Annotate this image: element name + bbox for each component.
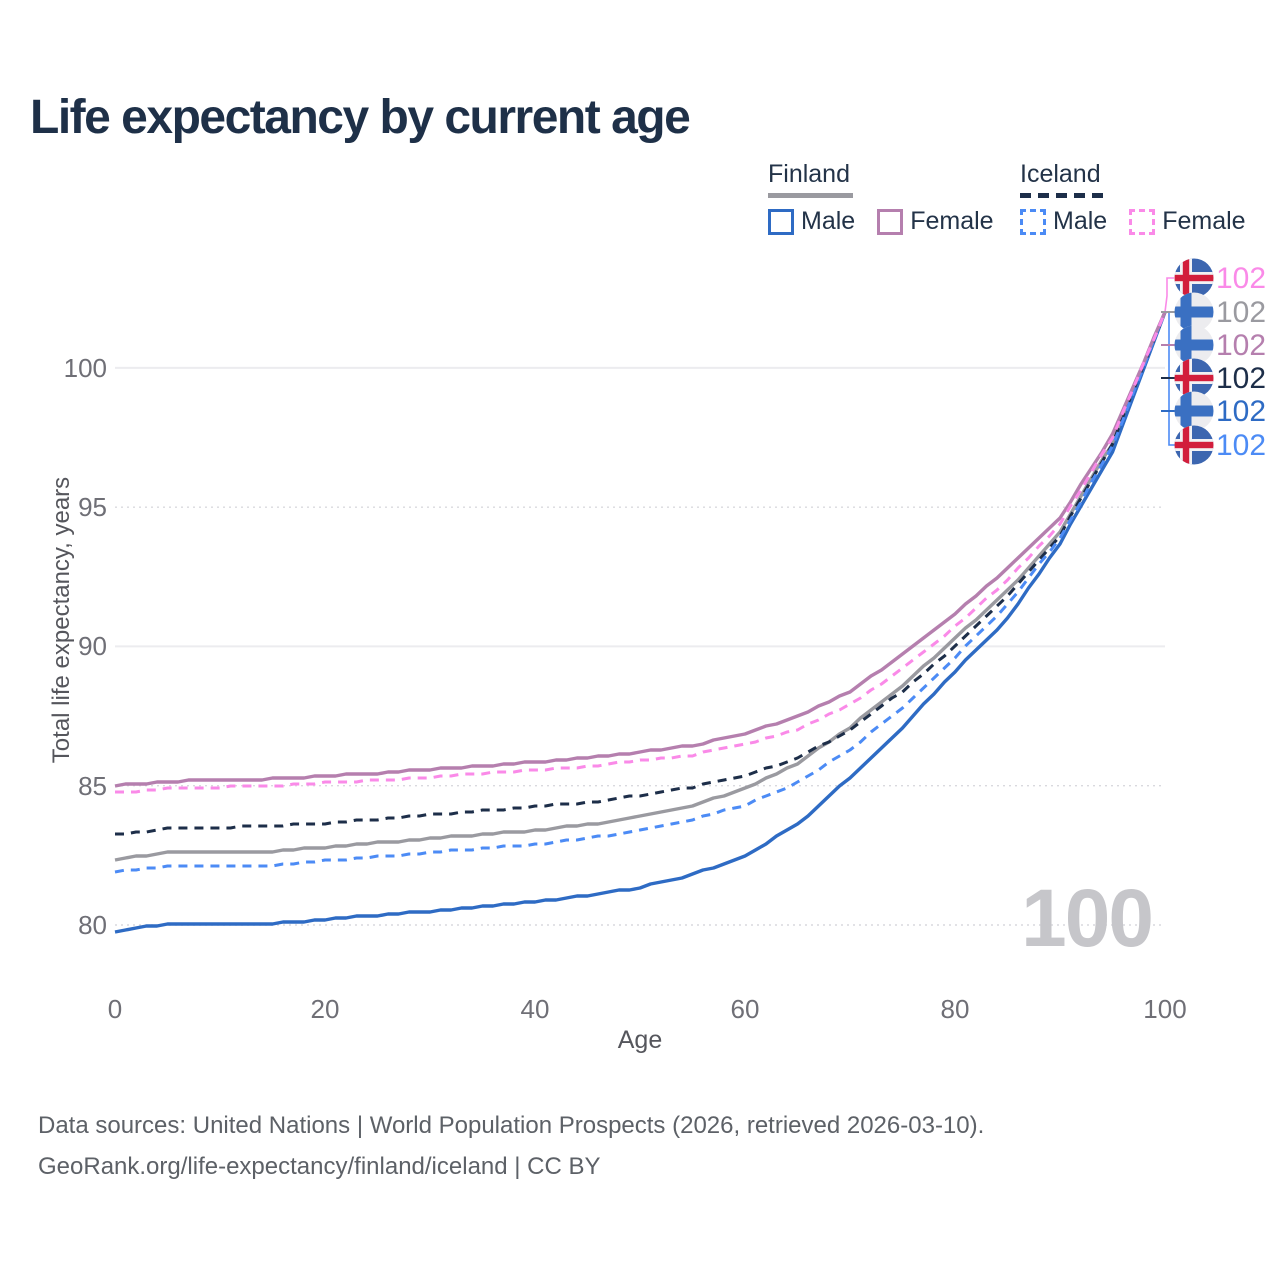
iceland-male-swatch-icon — [1020, 208, 1046, 235]
series-line-finland-male — [114, 311, 1167, 934]
page-title: Life expectancy by current age — [30, 91, 691, 144]
finland-flag-icon — [1174, 292, 1214, 332]
y-tick-label: 85 — [78, 770, 107, 801]
source-url-text: GeoRank.org/life-expectancy/finland/icel… — [38, 1152, 601, 1180]
finland-flag-icon — [1174, 325, 1214, 365]
finland-flag-icon — [1174, 391, 1214, 431]
finland-male-swatch-icon — [768, 208, 794, 235]
finland-female-swatch-icon — [877, 208, 904, 235]
y-tick-label: 95 — [78, 492, 107, 523]
legend-group-iceland: Iceland Male Female — [1020, 160, 1246, 236]
end-value-label-iceland-female: 102 — [1216, 262, 1267, 295]
y-tick-label: 100 — [63, 352, 107, 383]
finland-solid-line-swatch — [768, 193, 853, 198]
x-tick-label: 80 — [940, 994, 970, 1024]
legend-item-finland-female: Female — [877, 207, 994, 236]
iceland-flag-icon — [1174, 358, 1214, 398]
legend-item-iceland-male: Male — [1020, 207, 1107, 236]
iceland-female-swatch-icon — [1129, 208, 1156, 235]
x-axis-title: Age — [617, 1026, 663, 1054]
iceland-dashed-line-swatch — [1020, 193, 1105, 198]
end-value-label-iceland-both-sexes-: 102 — [1216, 362, 1267, 395]
series-line-iceland-both-sexes- — [115, 311, 1167, 836]
legend-item-iceland-female: Female — [1129, 207, 1246, 236]
x-tick-label: 100 — [1143, 994, 1187, 1024]
legend-item-label: Female — [1162, 207, 1246, 235]
series-line-finland-both-sexes- — [114, 311, 1167, 862]
legend-item-label: Female — [910, 207, 994, 235]
legend-country-label: Finland — [768, 160, 850, 188]
legend-item-label: Male — [1053, 207, 1108, 235]
legend-item-label: Male — [801, 207, 856, 235]
legend-country-iceland: Iceland — [1020, 160, 1246, 198]
x-tick-label: 20 — [310, 994, 340, 1024]
y-tick-label: 80 — [78, 910, 107, 940]
end-value-label-finland-male: 102 — [1216, 395, 1267, 428]
x-tick-label: 0 — [107, 994, 123, 1024]
legend-country-finland: Finland — [768, 160, 994, 198]
series-line-iceland-male — [114, 311, 1167, 874]
attribution-footer: Data sources: United Nations | World Pop… — [38, 1106, 984, 1188]
series-line-finland-female — [114, 311, 1167, 788]
legend-country-label: Iceland — [1020, 160, 1101, 188]
end-value-label-iceland-male: 102 — [1216, 429, 1267, 462]
leader-line-iceland-female — [1164, 277, 1174, 313]
y-tick-label: 90 — [78, 631, 107, 662]
end-value-label-finland-both-sexes-: 102 — [1216, 296, 1267, 329]
legend-group-finland: Finland Male Female — [768, 160, 994, 236]
legend-item-finland-male: Male — [768, 207, 855, 236]
series-line-iceland-female — [115, 311, 1167, 794]
end-value-label-finland-female: 102 — [1216, 329, 1267, 362]
iceland-flag-icon — [1174, 258, 1214, 298]
age-frame-watermark: 100 — [1021, 873, 1154, 964]
x-tick-label: 40 — [520, 994, 550, 1024]
iceland-flag-icon — [1174, 425, 1214, 465]
data-sources-text: Data sources: United Nations | World Pop… — [38, 1112, 985, 1139]
x-tick-label: 60 — [730, 994, 760, 1024]
